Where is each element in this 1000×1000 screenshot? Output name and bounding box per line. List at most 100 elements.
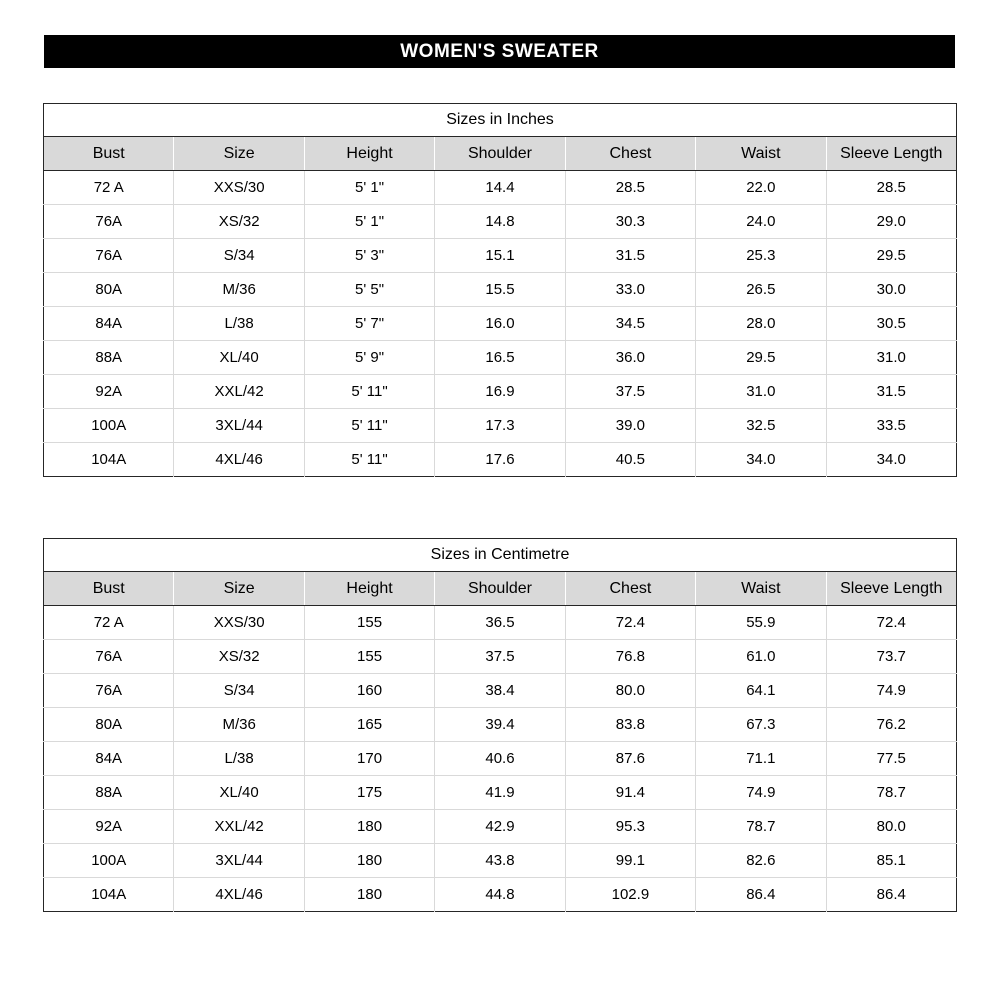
table-cell: 5' 9": [303, 340, 435, 375]
table-cell: 5' 11": [303, 374, 435, 409]
table-cell: 78.7: [695, 809, 827, 844]
table-cell: 104A: [43, 442, 174, 477]
table-cell: 61.0: [695, 639, 827, 674]
table-cell: 77.5: [825, 741, 957, 776]
inches-table-header-row: Bust Size Height Shoulder Chest Waist Sleeve L…: [43, 136, 957, 171]
table-cell: 92A: [43, 374, 174, 409]
table-cell: XXL/42: [173, 809, 305, 844]
table-cell: 29.5: [825, 238, 957, 273]
table-cell: 67.3: [695, 707, 827, 742]
table-cell: 4XL/46: [173, 442, 305, 477]
column-header: Height: [303, 136, 435, 171]
table-row: 84A L/38 5' 7" 16.0 34.5 28.0 30.5: [43, 306, 957, 341]
table-cell: 165: [303, 707, 435, 742]
table-cell: 91.4: [564, 775, 696, 810]
column-header: Waist: [695, 136, 827, 171]
table-cell: 76.8: [564, 639, 696, 674]
table-cell: 30.5: [825, 306, 957, 341]
inches-table-head: Sizes in Inches Bust Size Height Shoulder Ch…: [43, 103, 957, 171]
table-cell: 41.9: [434, 775, 566, 810]
column-header: Shoulder: [434, 571, 566, 606]
table-cell: 3XL/44: [173, 843, 305, 878]
table-row: 76A XS/32 155 37.5 76.8 61.0 73.7: [43, 639, 957, 674]
table-cell: 33.5: [825, 408, 957, 443]
table-cell: 42.9: [434, 809, 566, 844]
table-cell: 76A: [43, 639, 174, 674]
table-cell: 80.0: [564, 673, 696, 708]
centimetre-table-header-row: Bust Size Height Shoulder Chest Waist Sleeve L…: [43, 571, 957, 606]
table-cell: 16.5: [434, 340, 566, 375]
table-cell: 175: [303, 775, 435, 810]
sizes-in-inches-table: Sizes in Inches Bust Size Height Shoulder Ch…: [43, 103, 957, 477]
table-cell: 83.8: [564, 707, 696, 742]
table-cell: 15.1: [434, 238, 566, 273]
table-cell: XL/40: [173, 775, 305, 810]
table-cell: 86.4: [825, 877, 957, 912]
inches-table-title-row: Sizes in Inches: [43, 103, 957, 137]
column-header: Chest: [564, 571, 696, 606]
page-title-text: WOMEN'S SWEATER: [400, 41, 599, 62]
table-cell: 31.0: [695, 374, 827, 409]
table-cell: 17.3: [434, 408, 566, 443]
table-cell: 22.0: [695, 170, 827, 205]
table-cell: 25.3: [695, 238, 827, 273]
table-cell: 80.0: [825, 809, 957, 844]
table-cell: 16.9: [434, 374, 566, 409]
table-cell: XS/32: [173, 204, 305, 239]
centimetre-table-title: Sizes in Centimetre: [43, 538, 957, 572]
table-cell: 5' 7": [303, 306, 435, 341]
table-cell: 16.0: [434, 306, 566, 341]
table-cell: 78.7: [825, 775, 957, 810]
table-row: 100A 3XL/44 180 43.8 99.1 82.6 85.1: [43, 843, 957, 878]
table-cell: 32.5: [695, 408, 827, 443]
table-row: 92A XXL/42 180 42.9 95.3 78.7 80.0: [43, 809, 957, 844]
table-cell: 55.9: [695, 605, 827, 640]
table-cell: 76A: [43, 204, 174, 239]
table-cell: 3XL/44: [173, 408, 305, 443]
table-cell: 64.1: [695, 673, 827, 708]
table-cell: 84A: [43, 306, 174, 341]
column-header: Height: [303, 571, 435, 606]
table-cell: 5' 1": [303, 170, 435, 205]
column-header: Bust: [43, 136, 174, 171]
table-cell: 14.8: [434, 204, 566, 239]
table-cell: 180: [303, 809, 435, 844]
table-cell: 43.8: [434, 843, 566, 878]
table-cell: 36.5: [434, 605, 566, 640]
table-cell: 31.0: [825, 340, 957, 375]
inches-table-body: 72 A XXS/30 5' 1" 14.4 28.5 22.0 28.5 76A XS/32 5…: [43, 170, 957, 477]
page-title: WOMEN'S SWEATER: [44, 35, 955, 68]
table-cell: 38.4: [434, 673, 566, 708]
table-cell: 155: [303, 639, 435, 674]
table-cell: 80A: [43, 707, 174, 742]
table-cell: 100A: [43, 408, 174, 443]
table-cell: 72 A: [43, 170, 174, 205]
table-cell: 100A: [43, 843, 174, 878]
table-cell: 5' 1": [303, 204, 435, 239]
column-header: Size: [173, 136, 305, 171]
table-cell: 36.0: [564, 340, 696, 375]
table-cell: 72 A: [43, 605, 174, 640]
table-row: 76A XS/32 5' 1" 14.8 30.3 24.0 29.0: [43, 204, 957, 239]
table-cell: XS/32: [173, 639, 305, 674]
table-cell: 40.5: [564, 442, 696, 477]
table-cell: 34.5: [564, 306, 696, 341]
table-cell: 76.2: [825, 707, 957, 742]
column-header: Sleeve Length: [825, 571, 957, 606]
table-row: 76A S/34 160 38.4 80.0 64.1 74.9: [43, 673, 957, 708]
centimetre-table-title-row: Sizes in Centimetre: [43, 538, 957, 572]
column-header: Size: [173, 571, 305, 606]
table-row: 84A L/38 170 40.6 87.6 71.1 77.5: [43, 741, 957, 776]
table-row: 80A M/36 165 39.4 83.8 67.3 76.2: [43, 707, 957, 742]
inches-table-title: Sizes in Inches: [43, 103, 957, 137]
table-cell: 74.9: [825, 673, 957, 708]
table-cell: XXL/42: [173, 374, 305, 409]
table-cell: 5' 3": [303, 238, 435, 273]
table-cell: 39.4: [434, 707, 566, 742]
table-row: 76A S/34 5' 3" 15.1 31.5 25.3 29.5: [43, 238, 957, 273]
table-cell: 28.0: [695, 306, 827, 341]
table-cell: XXS/30: [173, 170, 305, 205]
table-cell: M/36: [173, 272, 305, 307]
table-cell: 29.5: [695, 340, 827, 375]
table-cell: 180: [303, 843, 435, 878]
